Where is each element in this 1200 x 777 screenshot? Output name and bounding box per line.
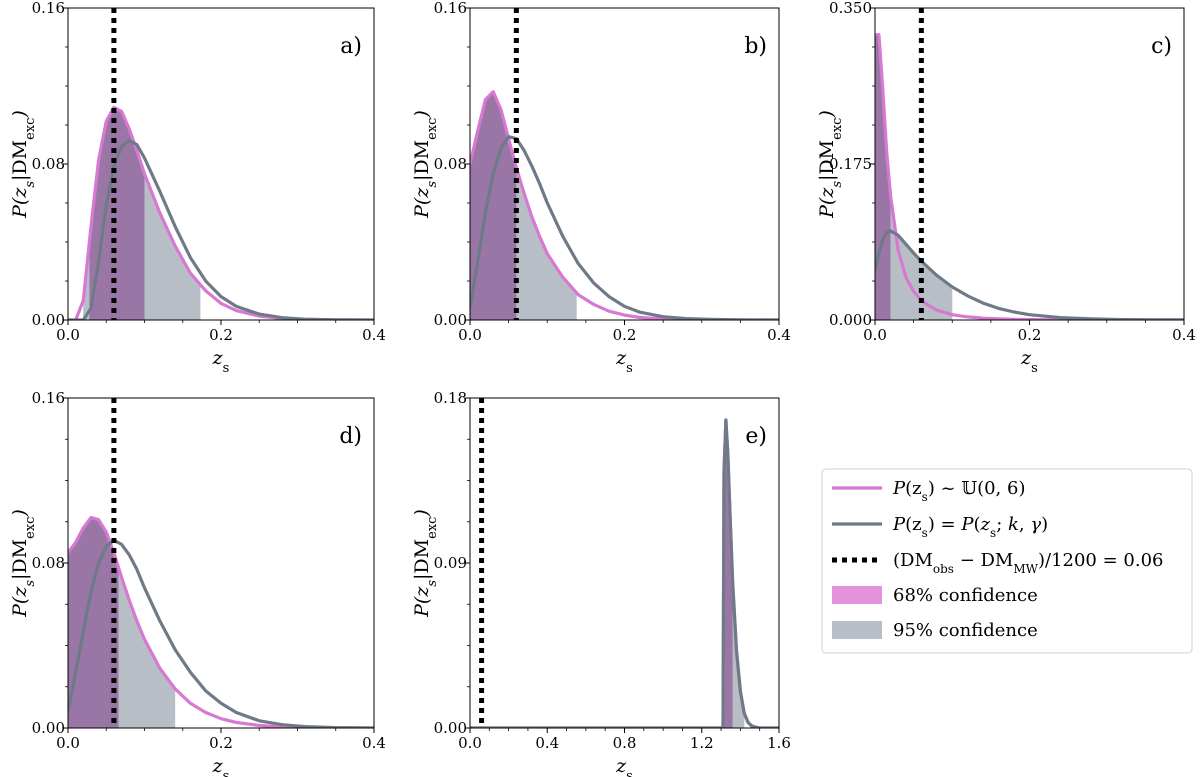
ci68-area xyxy=(68,517,119,728)
y-tick-label: 0.16 xyxy=(32,0,65,17)
y-axis-label: P(zs|DMexc) xyxy=(816,110,845,219)
x-tick-label: 0.4 xyxy=(1172,326,1196,344)
chart-panel-e: 0.0 0.4 0.8 1.2 1.6 0.00 0.09 0.18 e) zs P(zs|DMex… xyxy=(411,389,791,777)
x-axis-label: zs xyxy=(212,755,230,777)
panel-label: e) xyxy=(745,424,767,449)
y-tick-label: 0.175 xyxy=(829,155,872,173)
x-tick-label: 0.0 xyxy=(56,734,80,752)
legend-label-ci68: 68% confidence xyxy=(893,585,1038,606)
panel-label: c) xyxy=(1151,34,1172,59)
x-axis-label: zs xyxy=(212,347,230,376)
x-tick-label: 1.6 xyxy=(767,734,791,752)
fitted-prior-curve xyxy=(470,418,779,728)
x-tick-label: 0.4 xyxy=(535,734,559,752)
y-tick-label: 0.08 xyxy=(32,554,65,572)
panel-label: d) xyxy=(339,424,362,449)
x-tick-label: 1.2 xyxy=(690,734,714,752)
x-tick-label: 0.2 xyxy=(209,326,233,344)
uniform-prior-curve xyxy=(470,90,779,320)
x-tick-label: 0.0 xyxy=(458,734,482,752)
y-axis-label: P(zs|DMexc) xyxy=(411,110,440,219)
panel-label: b) xyxy=(744,34,767,59)
legend-label-uniform: P(zs) ~ 𝕌(0, 6) xyxy=(892,478,1025,504)
y-axis-label: P(zs|DMexc) xyxy=(9,110,38,219)
fitted-prior-curve xyxy=(68,538,374,728)
y-tick-label: 0.16 xyxy=(32,389,65,407)
x-tick-label: 0.4 xyxy=(767,326,791,344)
chart-panel-a: 0.0 0.2 0.4 0.00 0.08 0.16 a) zs P(zs|DMexc) xyxy=(9,0,386,376)
legend-label-fitted: P(zs) = P(zs; k, γ) xyxy=(892,514,1048,540)
y-axis-label: P(zs|DMexc) xyxy=(411,509,440,618)
y-tick-label: 0.00 xyxy=(32,311,65,329)
x-tick-label: 0.0 xyxy=(458,326,482,344)
chart-panel-d: 0.0 0.2 0.4 0.00 0.08 0.16 d) zs P(zs|DMexc) xyxy=(9,389,386,777)
x-tick-label: 0.0 xyxy=(56,326,80,344)
y-axis-label: P(zs|DMexc) xyxy=(9,509,38,618)
x-tick-label: 0.8 xyxy=(613,734,637,752)
x-tick-label: 0.2 xyxy=(209,734,233,752)
legend-label-ci95: 95% confidence xyxy=(893,620,1038,641)
y-tick-label: 0.00 xyxy=(434,719,467,737)
x-tick-label: 0.4 xyxy=(362,326,386,344)
y-tick-label: 0.09 xyxy=(434,554,467,572)
legend-swatch-ci95 xyxy=(832,621,882,639)
fitted-prior-curve xyxy=(68,139,374,320)
chart-panel-c: 0.0 0.2 0.4 0.000 0.175 0.350 c) zs P(zs|DMexc) xyxy=(816,0,1196,376)
y-tick-label: 0.350 xyxy=(829,0,872,17)
y-tick-label: 0.00 xyxy=(32,719,65,737)
y-tick-label: 0.000 xyxy=(829,311,872,329)
legend: P(zs) ~ 𝕌(0, 6) P(zs) = P(zs; k, γ) (DMobs… xyxy=(821,468,1193,654)
y-tick-label: 0.08 xyxy=(32,155,65,173)
uniform-prior-curve xyxy=(68,516,374,728)
ci68-area xyxy=(470,91,517,320)
y-tick-label: 0.08 xyxy=(434,155,467,173)
legend-swatch-ci68 xyxy=(832,586,882,604)
y-tick-label: 0.18 xyxy=(434,389,467,407)
x-axis-label: zs xyxy=(615,347,633,376)
x-tick-label: 0.0 xyxy=(863,326,887,344)
fitted-prior-curve xyxy=(875,229,1184,320)
fitted-prior-curve xyxy=(470,135,779,320)
legend-label-dm: (DMobs − DMMW)/1200 = 0.06 xyxy=(893,550,1163,576)
x-axis-label: zs xyxy=(615,755,633,777)
x-axis-label: zs xyxy=(1020,347,1038,376)
chart-panel-b: 0.0 0.2 0.4 0.00 0.08 0.16 b) zs P(zs|DMexc) xyxy=(411,0,791,376)
x-tick-label: 0.4 xyxy=(362,734,386,752)
ci68-area xyxy=(724,420,733,728)
x-tick-label: 0.2 xyxy=(613,326,637,344)
panel-label: a) xyxy=(340,34,362,59)
ci68-area xyxy=(89,107,145,320)
x-tick-label: 0.2 xyxy=(1018,326,1042,344)
y-tick-label: 0.00 xyxy=(434,311,467,329)
legend-box xyxy=(821,468,1193,654)
y-tick-label: 0.16 xyxy=(434,0,467,17)
